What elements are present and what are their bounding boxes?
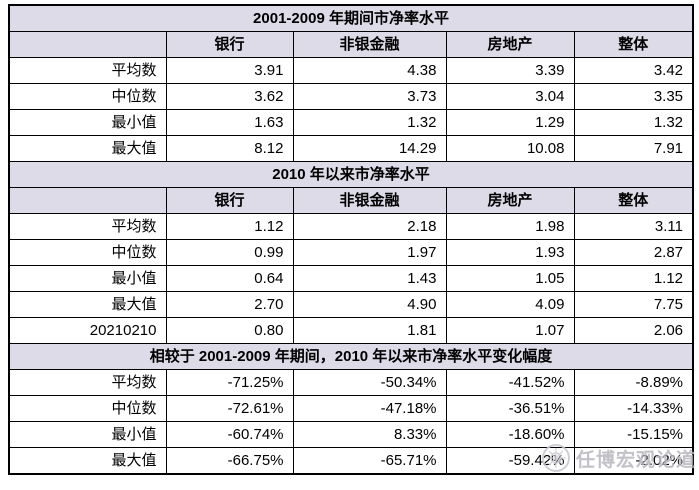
value-cell: 3.04 xyxy=(445,83,575,110)
table-row: 最大值 -66.75% -65.71% -59.42% -2.02% xyxy=(8,447,694,475)
value-cell: 0.80 xyxy=(165,317,294,344)
column-header: 银行 xyxy=(165,187,294,214)
value-cell: 1.32 xyxy=(573,109,694,136)
pb-ratio-table: 2001-2009 年期间市净率水平 银行 非银金融 房地产 整体 平均数 3.91 4.38… xyxy=(8,4,695,475)
value-cell: -66.75% xyxy=(165,447,294,475)
column-header: 银行 xyxy=(165,31,294,58)
header-empty-cell xyxy=(8,187,167,214)
column-header: 房地产 xyxy=(445,31,575,58)
value-cell: 1.12 xyxy=(165,213,294,240)
value-cell: 3.91 xyxy=(165,57,294,84)
value-cell: 0.64 xyxy=(165,265,294,292)
row-label: 中位数 xyxy=(8,83,167,110)
row-label: 20210210 xyxy=(8,317,167,344)
section-title-row: 2001-2009 年期间市净率水平 xyxy=(8,4,694,32)
table-row: 平均数 -71.25% -50.34% -41.52% -8.89% xyxy=(8,369,694,396)
table-row: 最大值 2.70 4.90 4.09 7.75 xyxy=(8,291,694,318)
value-cell: -60.74% xyxy=(165,421,294,448)
table-row: 最小值 0.64 1.43 1.05 1.12 xyxy=(8,265,694,292)
value-cell: 1.98 xyxy=(445,213,575,240)
value-cell: 3.11 xyxy=(573,213,694,240)
section-title: 相较于 2001-2009 年期间，2010 年以来市净率水平变化幅度 xyxy=(8,343,694,370)
value-cell: 1.07 xyxy=(445,317,575,344)
value-cell: 2.87 xyxy=(573,239,694,266)
value-cell: -36.51% xyxy=(445,395,575,422)
column-header: 非银金融 xyxy=(292,187,447,214)
value-cell: 1.29 xyxy=(445,109,575,136)
value-cell: 4.90 xyxy=(292,291,447,318)
value-cell: -41.52% xyxy=(445,369,575,396)
row-label: 中位数 xyxy=(8,239,167,266)
value-cell: 3.42 xyxy=(573,57,694,84)
table-row: 平均数 1.12 2.18 1.98 3.11 xyxy=(8,213,694,240)
value-cell: -15.15% xyxy=(573,421,694,448)
value-cell: -14.33% xyxy=(573,395,694,422)
value-cell: 1.97 xyxy=(292,239,447,266)
row-label: 最大值 xyxy=(8,135,167,162)
section-title-row: 2010 年以来市净率水平 xyxy=(8,161,694,188)
value-cell: -59.42% xyxy=(445,447,575,475)
value-cell: -50.34% xyxy=(292,369,447,396)
row-label: 平均数 xyxy=(8,213,167,240)
value-cell: 7.91 xyxy=(573,135,694,162)
section-title-row: 相较于 2001-2009 年期间，2010 年以来市净率水平变化幅度 xyxy=(8,343,694,370)
table-row: 平均数 3.91 4.38 3.39 3.42 xyxy=(8,57,694,84)
row-label: 中位数 xyxy=(8,395,167,422)
value-cell: 3.62 xyxy=(165,83,294,110)
value-cell: -65.71% xyxy=(292,447,447,475)
value-cell: 3.39 xyxy=(445,57,575,84)
column-header: 非银金融 xyxy=(292,31,447,58)
column-header: 整体 xyxy=(573,31,694,58)
pb-ratio-table-body: 2001-2009 年期间市净率水平 银行 非银金融 房地产 整体 平均数 3.91 4.38… xyxy=(8,4,694,475)
column-header-row: 银行 非银金融 房地产 整体 xyxy=(8,187,694,214)
header-empty-cell xyxy=(8,31,167,58)
value-cell: 3.73 xyxy=(292,83,447,110)
value-cell: 3.35 xyxy=(573,83,694,110)
value-cell: -18.60% xyxy=(445,421,575,448)
value-cell: 4.38 xyxy=(292,57,447,84)
value-cell: 14.29 xyxy=(292,135,447,162)
value-cell: 7.75 xyxy=(573,291,694,318)
value-cell: 1.81 xyxy=(292,317,447,344)
value-cell: 4.09 xyxy=(445,291,575,318)
table-row: 最大值 8.12 14.29 10.08 7.91 xyxy=(8,135,694,162)
column-header: 整体 xyxy=(573,187,694,214)
table-row: 最小值 1.63 1.32 1.29 1.32 xyxy=(8,109,694,136)
value-cell: 1.63 xyxy=(165,109,294,136)
table-row: 20210210 0.80 1.81 1.07 2.06 xyxy=(8,317,694,344)
section-title: 2001-2009 年期间市净率水平 xyxy=(8,4,694,32)
row-label: 最大值 xyxy=(8,447,167,475)
value-cell: 1.12 xyxy=(573,265,694,292)
row-label: 最小值 xyxy=(8,421,167,448)
value-cell: -71.25% xyxy=(165,369,294,396)
value-cell: 1.43 xyxy=(292,265,447,292)
row-label: 平均数 xyxy=(8,369,167,396)
value-cell: 8.12 xyxy=(165,135,294,162)
value-cell: -72.61% xyxy=(165,395,294,422)
row-label: 最小值 xyxy=(8,109,167,136)
table-row: 中位数 -72.61% -47.18% -36.51% -14.33% xyxy=(8,395,694,422)
value-cell: -2.02% xyxy=(573,447,694,475)
table-row: 最小值 -60.74% 8.33% -18.60% -15.15% xyxy=(8,421,694,448)
value-cell: 2.18 xyxy=(292,213,447,240)
row-label: 最大值 xyxy=(8,291,167,318)
column-header-row: 银行 非银金融 房地产 整体 xyxy=(8,31,694,58)
value-cell: 2.06 xyxy=(573,317,694,344)
value-cell: 10.08 xyxy=(445,135,575,162)
value-cell: 1.32 xyxy=(292,109,447,136)
value-cell: -47.18% xyxy=(292,395,447,422)
section-title: 2010 年以来市净率水平 xyxy=(8,161,694,188)
value-cell: -8.89% xyxy=(573,369,694,396)
table-row: 中位数 0.99 1.97 1.93 2.87 xyxy=(8,239,694,266)
row-label: 平均数 xyxy=(8,57,167,84)
value-cell: 2.70 xyxy=(165,291,294,318)
value-cell: 1.05 xyxy=(445,265,575,292)
value-cell: 0.99 xyxy=(165,239,294,266)
row-label: 最小值 xyxy=(8,265,167,292)
column-header: 房地产 xyxy=(445,187,575,214)
value-cell: 8.33% xyxy=(292,421,447,448)
value-cell: 1.93 xyxy=(445,239,575,266)
table-row: 中位数 3.62 3.73 3.04 3.35 xyxy=(8,83,694,110)
